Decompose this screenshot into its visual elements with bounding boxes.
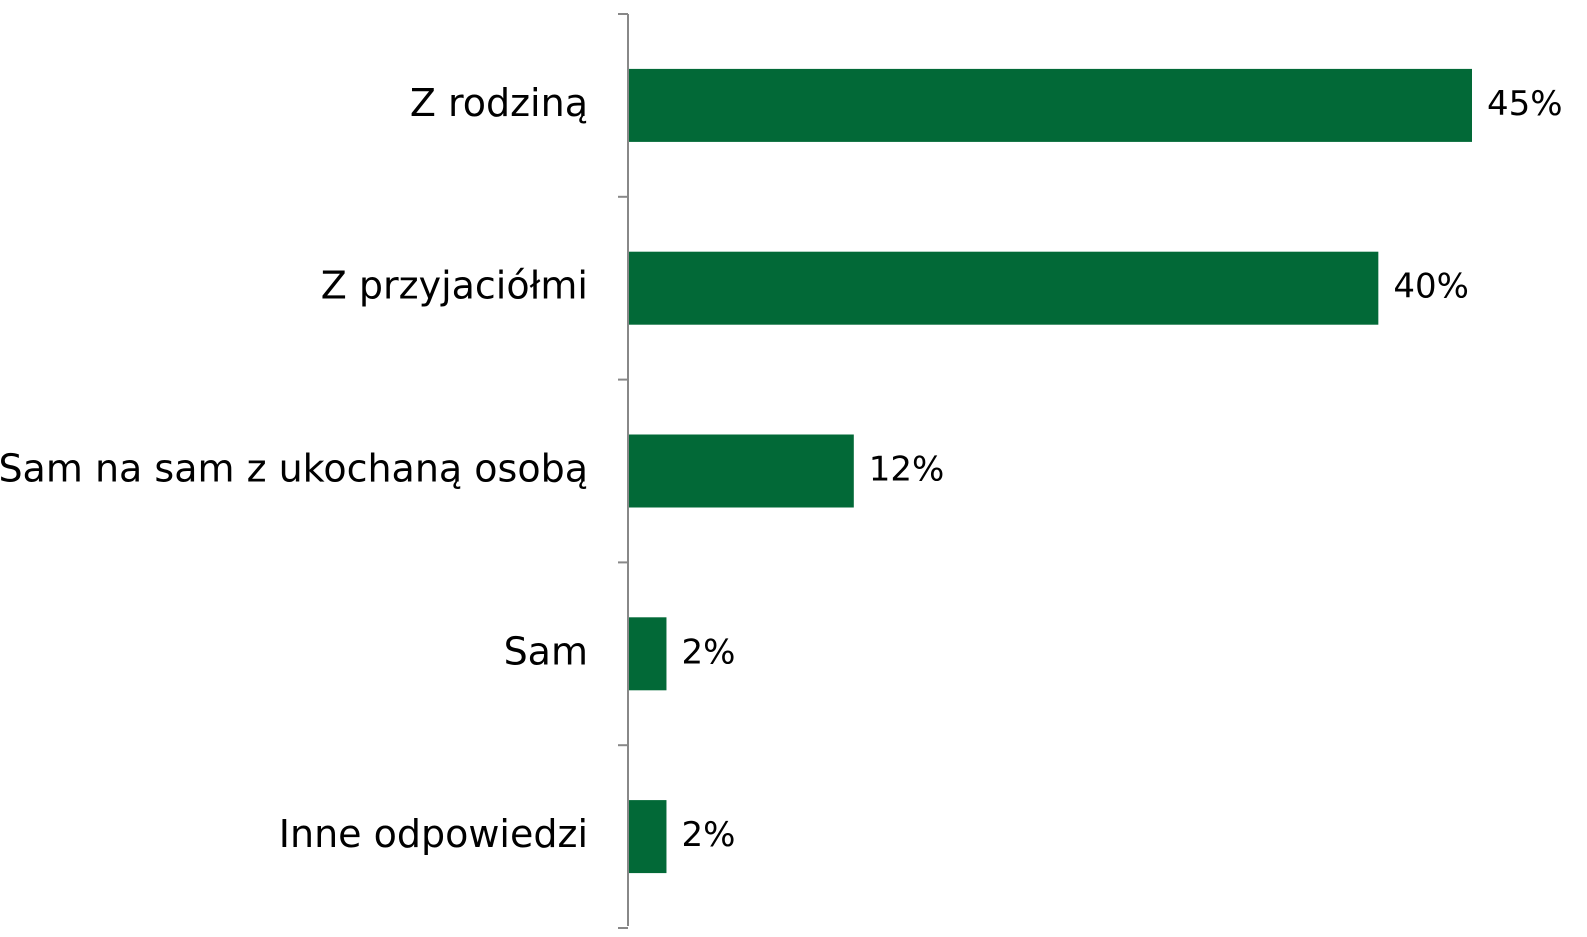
value-label: 40% <box>1393 267 1469 307</box>
category-label: Sam na sam z ukochaną osobą <box>0 447 588 491</box>
value-label: 12% <box>869 450 945 490</box>
bar <box>629 251 1379 325</box>
category-label: Sam <box>504 629 588 673</box>
bar <box>629 434 854 508</box>
value-label: 45% <box>1487 84 1563 124</box>
bar <box>629 68 1472 142</box>
value-label: 2% <box>681 632 735 672</box>
bar <box>629 617 667 691</box>
category-label: Inne odpowiedzi <box>279 812 588 856</box>
bar <box>629 800 667 874</box>
category-label: Z przyjaciółmi <box>321 264 588 308</box>
value-label: 2% <box>681 815 735 855</box>
category-label: Z rodziną <box>410 81 588 125</box>
